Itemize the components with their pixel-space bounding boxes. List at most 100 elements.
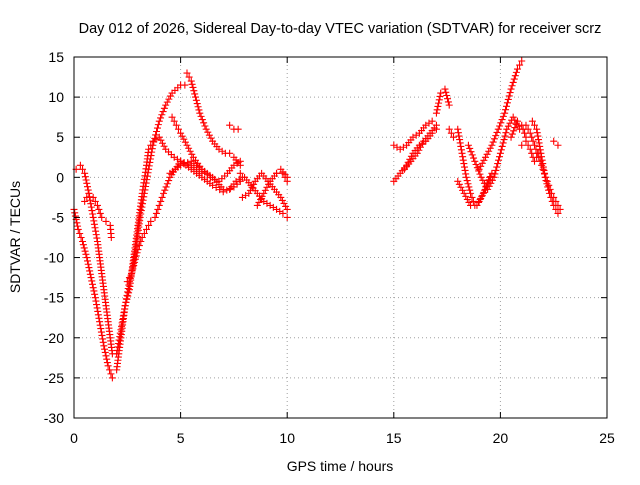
- x-tick-label: 10: [279, 430, 295, 446]
- data-point: [283, 173, 291, 181]
- data-point: [432, 121, 440, 129]
- data-point: [428, 117, 436, 125]
- x-tick-label: 25: [599, 430, 615, 446]
- series-trace: [179, 159, 241, 194]
- data-point: [396, 169, 404, 177]
- data-point: [528, 117, 536, 125]
- series-track-15: [273, 165, 291, 181]
- data-point: [422, 121, 430, 129]
- data-point: [396, 145, 404, 153]
- series-trace: [71, 209, 115, 378]
- data-point: [460, 189, 468, 197]
- data-point: [202, 125, 210, 133]
- data-point: [550, 137, 558, 145]
- data-point: [183, 141, 191, 149]
- data-point: [172, 121, 180, 129]
- data-point: [253, 189, 261, 197]
- data-point: [106, 334, 114, 342]
- data-point: [509, 113, 517, 121]
- data-point: [241, 173, 249, 181]
- data-point: [545, 189, 553, 197]
- series-trace: [403, 124, 438, 171]
- data-point: [181, 81, 189, 89]
- series-trace: [531, 121, 560, 213]
- series-track-23: [464, 113, 524, 193]
- y-tick-label: 15: [48, 49, 64, 65]
- data-point: [251, 177, 259, 185]
- data-point: [390, 141, 398, 149]
- data-point: [76, 161, 84, 169]
- data-point: [554, 209, 562, 217]
- series-trace: [83, 193, 115, 237]
- data-point: [198, 165, 206, 173]
- series-trace: [125, 84, 182, 282]
- data-point: [462, 173, 470, 181]
- series-trace: [524, 141, 541, 161]
- x-tick-label: 15: [386, 430, 402, 446]
- data-point: [481, 153, 489, 161]
- data-point: [454, 177, 462, 185]
- data-point: [151, 213, 159, 221]
- data-point: [467, 189, 475, 197]
- data-point: [533, 125, 541, 133]
- data-point: [117, 326, 125, 334]
- data-point: [484, 185, 492, 193]
- series-track-29: [550, 137, 562, 149]
- data-point: [162, 101, 170, 109]
- series-trace: [508, 120, 529, 138]
- y-tick-label: 5: [56, 129, 64, 145]
- grid: [74, 57, 607, 418]
- data-point: [413, 149, 421, 157]
- data-point: [93, 201, 101, 209]
- data-point: [209, 173, 217, 181]
- data-point: [125, 286, 133, 294]
- data-point: [166, 169, 174, 177]
- data-point: [142, 225, 150, 233]
- data-point: [196, 109, 204, 117]
- data-point: [147, 217, 155, 225]
- data-point: [121, 302, 129, 310]
- data-point: [177, 129, 185, 137]
- data-point: [230, 183, 238, 191]
- data-point: [189, 153, 197, 161]
- series-track-10: [177, 157, 244, 196]
- y-tick-label: -10: [44, 250, 64, 266]
- data-point: [107, 234, 115, 241]
- data-point: [277, 193, 285, 201]
- series-track-19: [432, 85, 453, 117]
- y-tick-label: -15: [44, 290, 64, 306]
- data-layer: [70, 57, 564, 382]
- data-point: [479, 189, 487, 197]
- y-tick-label: -5: [52, 209, 65, 225]
- data-point: [102, 217, 110, 225]
- data-point: [258, 169, 266, 177]
- data-point: [253, 201, 261, 209]
- series-track-2: [72, 161, 116, 358]
- series-track-20: [445, 125, 457, 141]
- series-track-8: [168, 113, 244, 185]
- data-point: [81, 169, 89, 177]
- data-point: [128, 270, 136, 278]
- data-point: [409, 133, 417, 141]
- data-point: [187, 77, 195, 85]
- data-point: [270, 185, 278, 193]
- data-point: [445, 101, 453, 109]
- data-point: [473, 201, 481, 209]
- data-point: [260, 189, 268, 197]
- data-point: [283, 205, 291, 213]
- series-trace: [477, 61, 524, 170]
- data-point: [526, 129, 534, 137]
- data-point: [140, 189, 148, 197]
- y-tick-label: -20: [44, 330, 64, 346]
- data-point: [490, 173, 498, 181]
- series-trace: [279, 168, 289, 179]
- data-point: [85, 189, 93, 197]
- data-point: [98, 270, 106, 278]
- data-point: [501, 109, 509, 117]
- data-point: [226, 149, 234, 157]
- data-point: [108, 374, 116, 382]
- x-tick-label: 5: [177, 430, 185, 446]
- data-point: [432, 109, 440, 117]
- data-point: [464, 141, 472, 149]
